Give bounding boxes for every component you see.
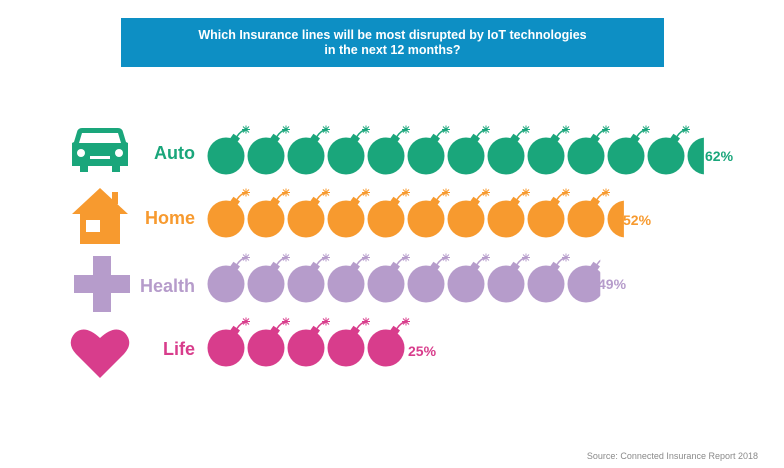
bomb-icon <box>327 125 370 175</box>
row-label-auto: Auto <box>154 143 195 163</box>
bomb-icon <box>287 253 330 303</box>
bomb-icon <box>327 253 370 303</box>
bomb-icon <box>287 188 330 238</box>
chart-title-banner: Which Insurance lines will be most disru… <box>121 18 664 67</box>
bomb-icon <box>407 125 450 175</box>
bomb-row-auto <box>207 125 704 175</box>
chart-title-line-1: Which Insurance lines will be most disru… <box>198 27 587 42</box>
bomb-icon <box>287 125 330 175</box>
value-label-health: 49% <box>598 276 627 292</box>
bomb-icon <box>527 188 570 238</box>
bomb-icon <box>527 125 570 175</box>
bomb-icon <box>447 253 490 303</box>
bomb-icon <box>567 188 610 238</box>
source-note: Source: Connected Insurance Report 2018 <box>586 451 758 461</box>
bomb-row-home <box>207 188 624 238</box>
bomb-icon <box>327 317 370 367</box>
bomb-icon <box>447 188 490 238</box>
bomb-icon <box>247 125 290 175</box>
bomb-icon <box>247 253 290 303</box>
row-label-home: Home <box>144 208 195 228</box>
row-label-health: Health <box>139 276 195 296</box>
bomb-icon <box>487 253 530 303</box>
bomb-icon <box>247 188 290 238</box>
car-icon <box>72 128 128 172</box>
bomb-icon <box>207 188 250 238</box>
bomb-icon <box>487 188 530 238</box>
bomb-icon <box>207 125 250 175</box>
value-label-life: 25% <box>408 343 437 359</box>
bomb-icon <box>447 125 490 175</box>
row-label-life: Life <box>162 339 195 359</box>
bomb-icon <box>407 188 450 238</box>
bomb-icon <box>487 125 530 175</box>
bomb-icon <box>367 317 410 367</box>
plus-icon <box>74 256 130 312</box>
bomb-icon <box>407 253 450 303</box>
heart-icon <box>70 329 130 378</box>
bomb-icon <box>247 317 290 367</box>
bomb-row-life <box>207 317 410 367</box>
value-label-auto: 62% <box>705 148 734 164</box>
bomb-icon <box>367 125 410 175</box>
bomb-icon <box>367 253 410 303</box>
bomb-icon <box>527 253 570 303</box>
bomb-icon <box>687 137 704 175</box>
chart-title-line-2: in the next 12 months? <box>324 42 461 57</box>
bomb-row-health <box>207 253 601 303</box>
bomb-icon <box>607 200 624 238</box>
bomb-icon <box>287 317 330 367</box>
bomb-icon <box>567 259 601 303</box>
bomb-icon <box>327 188 370 238</box>
value-label-home: 52% <box>623 212 652 228</box>
house-icon <box>72 188 128 244</box>
bomb-icon <box>207 317 250 367</box>
bomb-icon <box>207 253 250 303</box>
bomb-icon <box>367 188 410 238</box>
bomb-icon <box>647 125 690 175</box>
bomb-icon <box>607 125 650 175</box>
bomb-icon <box>567 125 610 175</box>
